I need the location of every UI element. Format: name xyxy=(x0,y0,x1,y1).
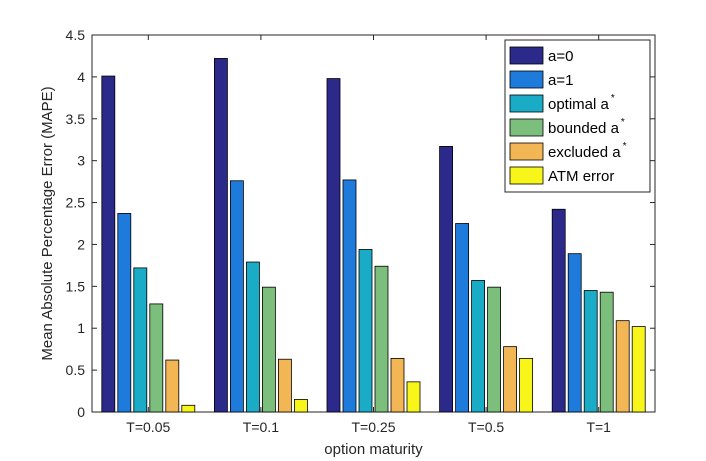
legend-label: excluded a * xyxy=(548,141,627,161)
bar-T=0.25-optimal-a xyxy=(358,249,373,413)
bar-T=0.05-ATM-error xyxy=(181,404,196,413)
x-tick-label: T=0.1 xyxy=(243,419,279,435)
ticks-layer: T=0.05 T=0.1 T=0.25 T=0.5 T=1 0 0.5 1 1.5 2 2.5 3 3.… xyxy=(66,27,655,435)
legend-label: ATM error xyxy=(548,168,614,185)
x-tick-label: T=1 xyxy=(586,419,611,435)
x-tick-label: T=0.25 xyxy=(352,419,396,435)
legend: a=0 a=1 optimal a * bounded a * excluded a * ATM… xyxy=(504,39,651,193)
bar-T=0.25-a=1 xyxy=(342,179,357,413)
bar-T=0.1-excluded-a xyxy=(277,358,292,413)
bar-T=1-bounded-a xyxy=(599,291,614,413)
bar-T=1-ATM-error xyxy=(631,326,646,413)
bar-T=1-optimal-a xyxy=(583,290,598,413)
legend-swatch-ATM-error xyxy=(509,166,544,185)
bar-T=1-a=1 xyxy=(567,253,582,413)
y-tick-label: 0 xyxy=(77,404,85,420)
bar-T=0.5-ATM-error xyxy=(519,357,533,413)
legend-label: optimal a * xyxy=(548,93,615,113)
bar-T=0.05-bounded-a xyxy=(149,303,164,413)
bar-T=0.25-ATM-error xyxy=(406,381,421,413)
bar-T=0.1-ATM-error xyxy=(293,399,308,413)
y-tick-label: 4 xyxy=(77,69,85,85)
y-tick-label: 1.5 xyxy=(66,278,86,294)
y-tick-label: 2 xyxy=(77,236,85,252)
bar-T=0.5-excluded-a xyxy=(503,346,518,413)
bar-T=0.05-excluded-a xyxy=(165,359,180,413)
bar-T=0.5-optimal-a xyxy=(471,280,486,413)
bar-T=0.5-bounded-a xyxy=(487,286,502,413)
bar-T=1-a=0 xyxy=(551,208,566,413)
y-tick-label: 1 xyxy=(77,320,85,336)
bar-T=0.1-a=0 xyxy=(213,58,228,413)
legend-swatch-excluded-a xyxy=(509,142,544,161)
y-tick-label: 3 xyxy=(77,153,85,169)
bar-T=1-excluded-a xyxy=(615,320,630,413)
bar-T=0.25-excluded-a xyxy=(390,357,405,413)
bar-T=0.1-a=1 xyxy=(229,180,244,413)
legend-swatch-optimal-a xyxy=(509,94,544,113)
legend-label: a=0 xyxy=(548,48,573,65)
y-tick-label: 4.5 xyxy=(66,27,86,43)
legend-label: a=1 xyxy=(548,72,573,89)
x-tick-label: T=0.05 xyxy=(126,419,170,435)
bar-T=0.25-a=0 xyxy=(326,78,341,413)
bar-T=0.5-a=0 xyxy=(439,146,454,413)
bar-T=0.05-a=0 xyxy=(101,75,116,413)
bar-T=0.05-optimal-a xyxy=(133,267,148,413)
bar-T=0.1-bounded-a xyxy=(261,286,276,413)
legend-swatch-bounded-a xyxy=(509,118,544,137)
y-tick-label: 0.5 xyxy=(66,362,86,378)
y-tick-label: 2.5 xyxy=(66,195,86,211)
bar-T=0.5-a=1 xyxy=(455,223,470,413)
x-axis-title: option maturity xyxy=(324,441,423,458)
bar-T=0.1-optimal-a xyxy=(245,261,260,413)
bar-T=0.25-bounded-a xyxy=(374,265,389,413)
y-tick-label: 3.5 xyxy=(66,111,86,127)
legend-label: bounded a * xyxy=(548,117,625,137)
legend-swatch-a=1 xyxy=(509,70,544,89)
y-axis-title: Mean Absolute Percentage Error (MAPE) xyxy=(39,86,56,360)
x-tick-label: T=0.5 xyxy=(468,419,504,435)
bars-layer xyxy=(101,58,646,413)
bar-T=0.05-a=1 xyxy=(117,213,132,413)
legend-swatch-a=0 xyxy=(509,46,544,65)
